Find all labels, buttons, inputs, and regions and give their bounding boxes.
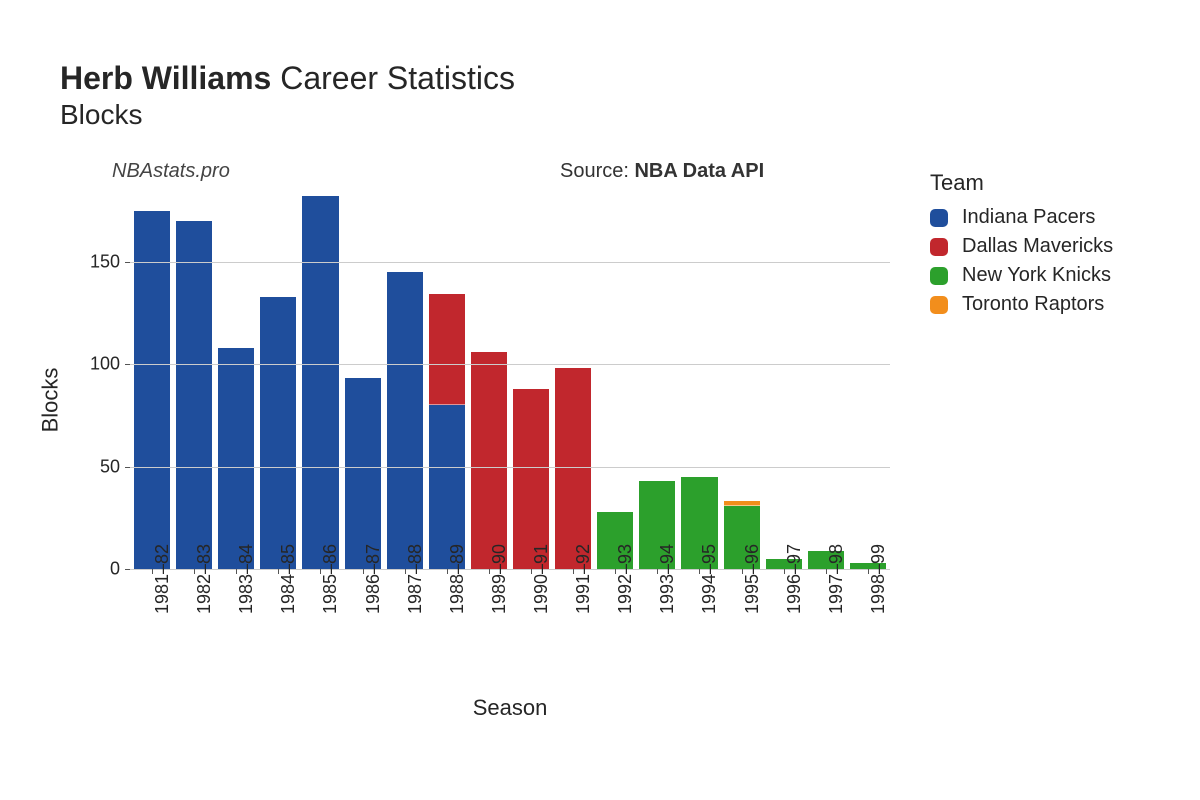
legend-swatch bbox=[930, 296, 948, 314]
y-tick-mark bbox=[125, 467, 130, 468]
legend-item: New York Knicks bbox=[930, 264, 1113, 287]
legend-label: New York Knicks bbox=[962, 264, 1111, 287]
stat-name: Blocks bbox=[60, 99, 515, 131]
x-tick-label: 1992–93 bbox=[615, 544, 636, 614]
bar-segment bbox=[176, 221, 212, 569]
legend-title: Team bbox=[930, 170, 1113, 196]
player-name: Herb Williams bbox=[60, 60, 271, 96]
x-tick-label: 1994–95 bbox=[699, 544, 720, 614]
y-axis-label: Blocks bbox=[37, 368, 63, 433]
bar-column: 1997–98 bbox=[808, 190, 844, 569]
x-tick-label: 1989–90 bbox=[489, 544, 510, 614]
x-tick-label: 1987–88 bbox=[405, 544, 426, 614]
legend-swatch bbox=[930, 209, 948, 227]
legend-item: Indiana Pacers bbox=[930, 206, 1113, 229]
x-tick-label: 1998–99 bbox=[868, 544, 889, 614]
legend: Team Indiana Pacers Dallas Mavericks New Y… bbox=[930, 170, 1113, 322]
y-tick-label: 0 bbox=[60, 559, 120, 580]
gridline bbox=[130, 364, 890, 365]
bar-column: 1998–99 bbox=[850, 190, 886, 569]
x-tick-label: 1986–87 bbox=[363, 544, 384, 614]
bars-container: 1981–821982–831983–841984–851985–861986–… bbox=[130, 190, 890, 569]
bar-column: 1985–86 bbox=[302, 190, 338, 569]
bar-column: 1983–84 bbox=[218, 190, 254, 569]
y-tick-label: 150 bbox=[60, 251, 120, 272]
bar-column: 1991–92 bbox=[555, 190, 591, 569]
legend-item: Toronto Raptors bbox=[930, 293, 1113, 316]
source-prefix: Source: bbox=[560, 160, 634, 182]
y-tick-mark bbox=[125, 262, 130, 263]
title-line-1: Herb Williams Career Statistics bbox=[60, 60, 515, 97]
y-tick-mark bbox=[125, 364, 130, 365]
bar-segment bbox=[134, 211, 170, 570]
bar-segment bbox=[429, 294, 465, 405]
bar-column: 1982–83 bbox=[176, 190, 212, 569]
bar-segment bbox=[387, 272, 423, 569]
legend-swatch bbox=[930, 238, 948, 256]
x-axis-label: Season bbox=[473, 695, 548, 721]
x-tick-label: 1993–94 bbox=[657, 544, 678, 614]
x-tick-label: 1990–91 bbox=[531, 544, 552, 614]
x-tick-label: 1996–97 bbox=[784, 544, 805, 614]
bar-segment bbox=[555, 368, 591, 569]
x-tick-label: 1997–98 bbox=[826, 544, 847, 614]
source-name: NBA Data API bbox=[634, 160, 764, 182]
bar-column: 1993–94 bbox=[639, 190, 675, 569]
y-tick-label: 50 bbox=[60, 456, 120, 477]
legend-item: Dallas Mavericks bbox=[930, 235, 1113, 258]
x-tick-label: 1982–83 bbox=[194, 544, 215, 614]
bar-column: 1996–97 bbox=[766, 190, 802, 569]
gridline bbox=[130, 262, 890, 263]
bar-column: 1989–90 bbox=[471, 190, 507, 569]
y-tick-mark bbox=[125, 569, 130, 570]
gridline bbox=[130, 467, 890, 468]
bar-segment bbox=[260, 297, 296, 569]
bar-segment bbox=[471, 352, 507, 569]
x-tick-label: 1984–85 bbox=[278, 544, 299, 614]
legend-swatch bbox=[930, 267, 948, 285]
bar-segment bbox=[513, 389, 549, 569]
branding-label: NBAstats.pro bbox=[112, 160, 230, 183]
bar-column: 1992–93 bbox=[597, 190, 633, 569]
x-tick-label: 1985–86 bbox=[320, 544, 341, 614]
title-suffix: Career Statistics bbox=[280, 60, 515, 96]
bar-segment bbox=[345, 378, 381, 569]
bar-column: 1990–91 bbox=[513, 190, 549, 569]
bar-column: 1994–95 bbox=[681, 190, 717, 569]
y-tick-label: 100 bbox=[60, 354, 120, 375]
legend-label: Dallas Mavericks bbox=[962, 235, 1113, 258]
source-label: Source: NBA Data API bbox=[560, 160, 764, 183]
chart-area: Blocks 1981–821982–831983–841984–851985–… bbox=[60, 190, 890, 610]
bar-column: 1995–96 bbox=[724, 190, 760, 569]
bar-column: 1988–89 bbox=[429, 190, 465, 569]
x-tick-label: 1991–92 bbox=[573, 544, 594, 614]
x-tick-label: 1981–82 bbox=[152, 544, 173, 614]
plot-area: 1981–821982–831983–841984–851985–861986–… bbox=[130, 190, 890, 570]
x-tick-label: 1983–84 bbox=[236, 544, 257, 614]
bar-column: 1987–88 bbox=[387, 190, 423, 569]
bar-column: 1981–82 bbox=[134, 190, 170, 569]
legend-label: Indiana Pacers bbox=[962, 206, 1095, 229]
bar-column: 1986–87 bbox=[345, 190, 381, 569]
bar-column: 1984–85 bbox=[260, 190, 296, 569]
x-tick-label: 1988–89 bbox=[447, 544, 468, 614]
bar-segment bbox=[218, 348, 254, 569]
bar-segment bbox=[302, 196, 338, 569]
chart-title-block: Herb Williams Career Statistics Blocks bbox=[60, 60, 515, 131]
legend-label: Toronto Raptors bbox=[962, 293, 1104, 316]
x-tick-label: 1995–96 bbox=[742, 544, 763, 614]
